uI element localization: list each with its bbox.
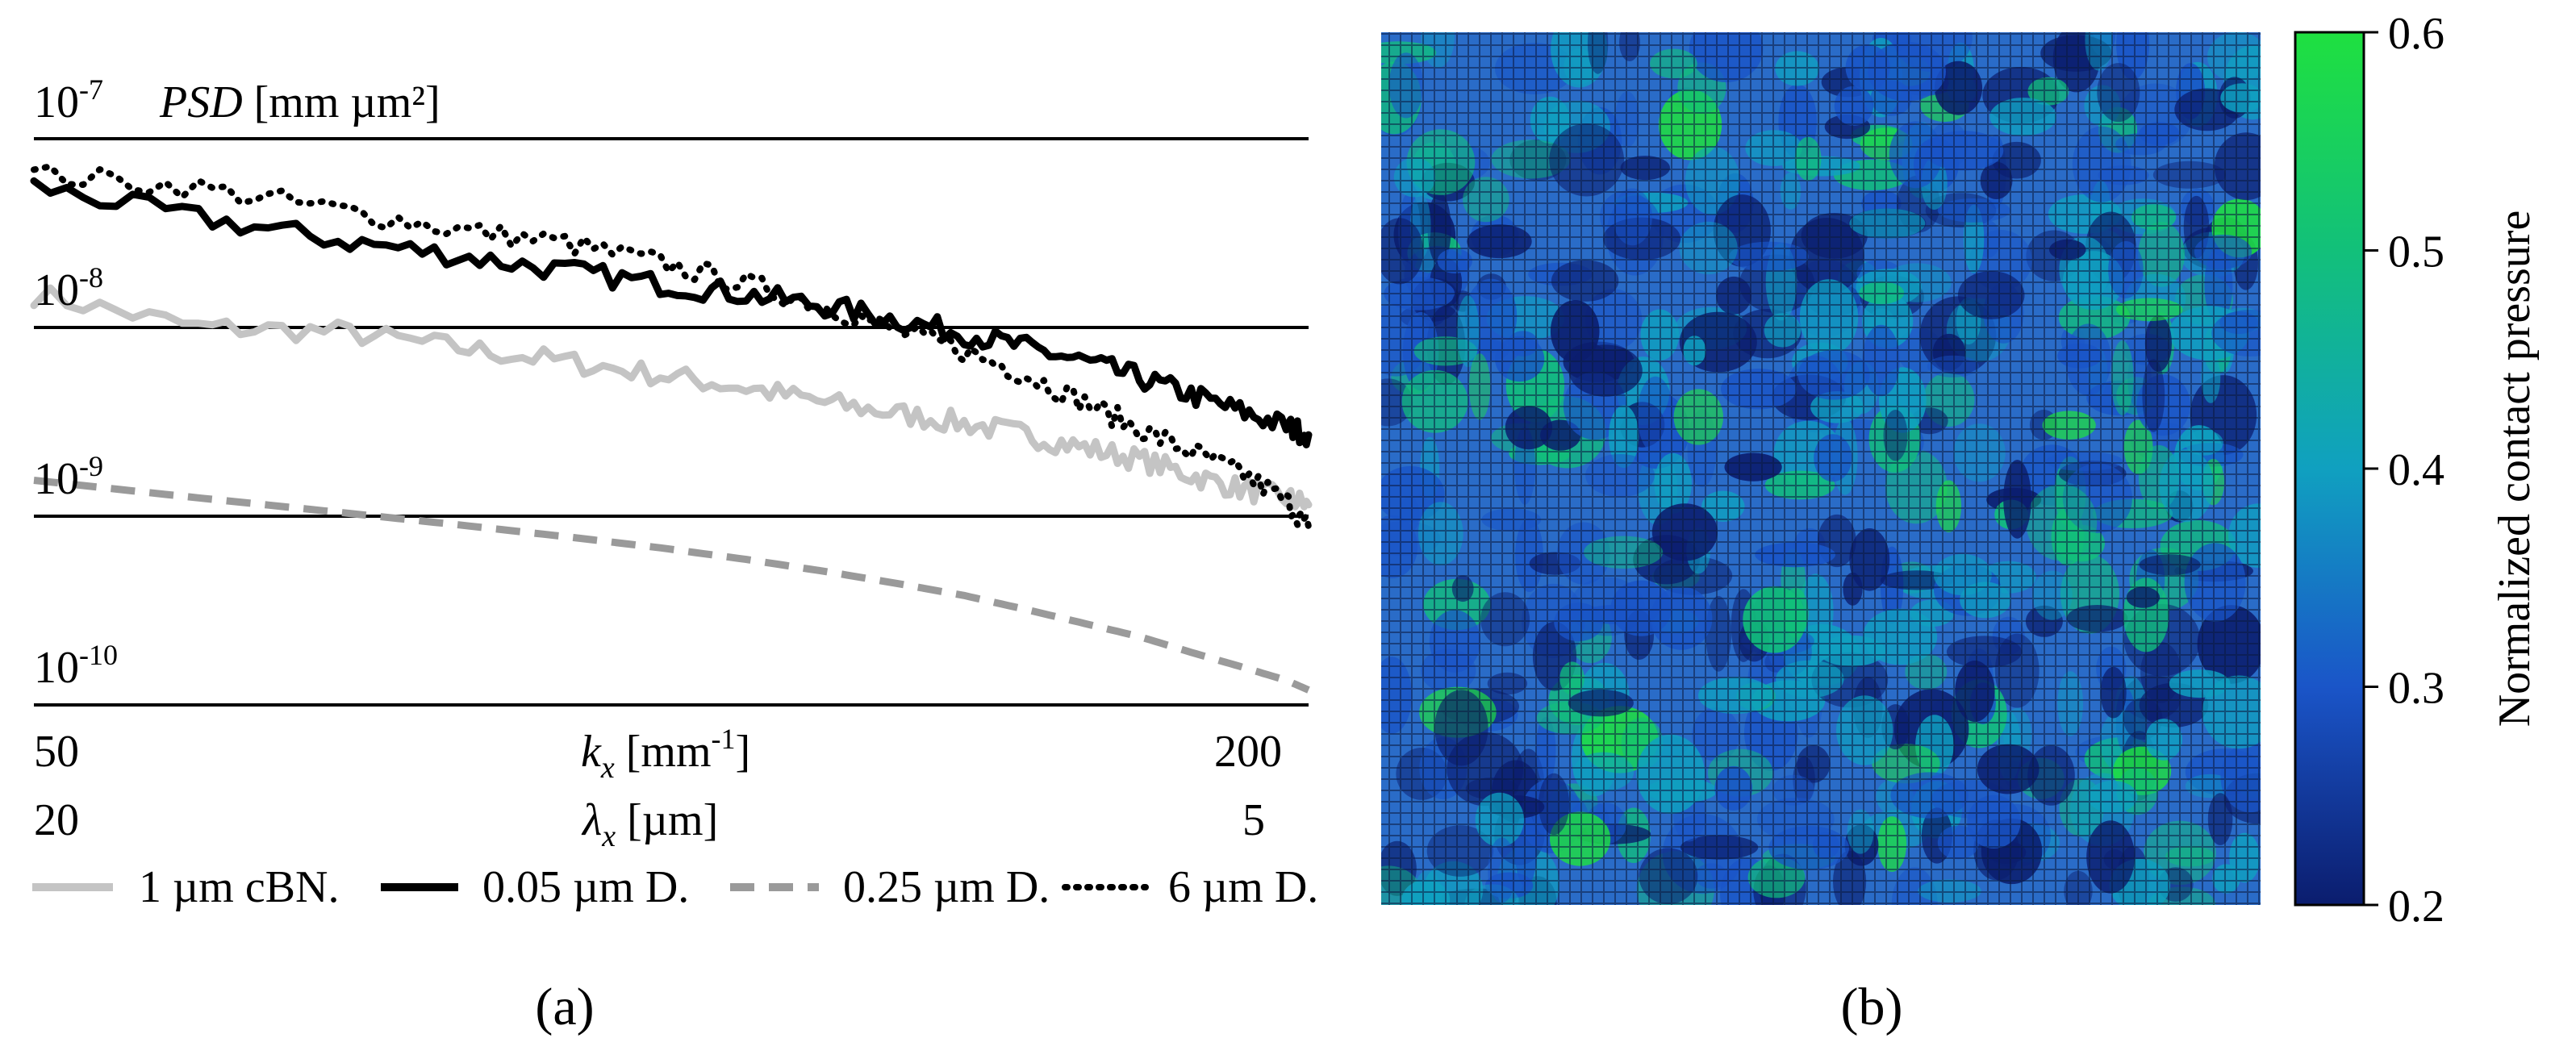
gridlines [34, 137, 1309, 707]
legend-label-025um-d: 0.25 µm D. [843, 862, 1050, 912]
colorbar-tick-label: 0.5 [2388, 227, 2444, 277]
legend-label-005um-d: 0.05 µm D. [482, 862, 689, 912]
x-axis-label-lambda: λx [µm] [581, 795, 718, 853]
y-tick-label-1e-10: 10-10 [34, 639, 118, 693]
x-tick-label-k-50: 50 [34, 727, 79, 777]
colorbar-tick-label: 0.6 [2388, 9, 2444, 59]
colorbar-tick-label: 0.2 [2388, 882, 2444, 932]
colorbar [2294, 31, 2365, 907]
series-line-2 [33, 477, 1310, 694]
y-axis-label: PSD [mm µm²] [159, 77, 440, 127]
x-tick-label-lambda-20: 20 [34, 795, 79, 845]
series-line-3 [31, 163, 1312, 530]
x-axis-label-k: kx [mm-1] [581, 723, 750, 785]
series-layer [30, 163, 1313, 694]
panel-label-b: (b) [1841, 978, 1903, 1036]
legend-label-1um-cbn: 1 µm cBN. [139, 862, 339, 912]
psd-chart: 10-7 10-8 10-9 10-10 PSD [mm µm²] 50 200… [30, 73, 1318, 1036]
heatmap-mesh-overlay [1381, 32, 2261, 905]
colorbar-ticks: 0.6 0.5 0.4 0.3 0.2 [2364, 9, 2444, 932]
legend: 1 µm cBN. 0.05 µm D. 0.25 µm D. 6 µm D. [32, 862, 1318, 912]
series-line-0 [30, 284, 1313, 511]
y-tick-label-1e-8: 10-8 [34, 261, 103, 315]
colorbar-label: Normalized contact pressure [2490, 211, 2540, 728]
panel-label-a: (a) [535, 978, 594, 1036]
y-tick-label-1e-9: 10-9 [34, 450, 103, 504]
x-tick-label-lambda-5: 5 [1242, 795, 1265, 845]
x-tick-label-k-200: 200 [1214, 727, 1282, 777]
legend-label-6um-d: 6 µm D. [1168, 862, 1318, 912]
y-tick-label-1e-7: 10-7 [34, 73, 103, 127]
colorbar-tick-label: 0.3 [2388, 664, 2444, 714]
contact-pressure-heatmap: 0.6 0.5 0.4 0.3 0.2 Normalized contact press… [1381, 9, 2540, 1036]
colorbar-tick-label: 0.4 [2388, 445, 2444, 495]
